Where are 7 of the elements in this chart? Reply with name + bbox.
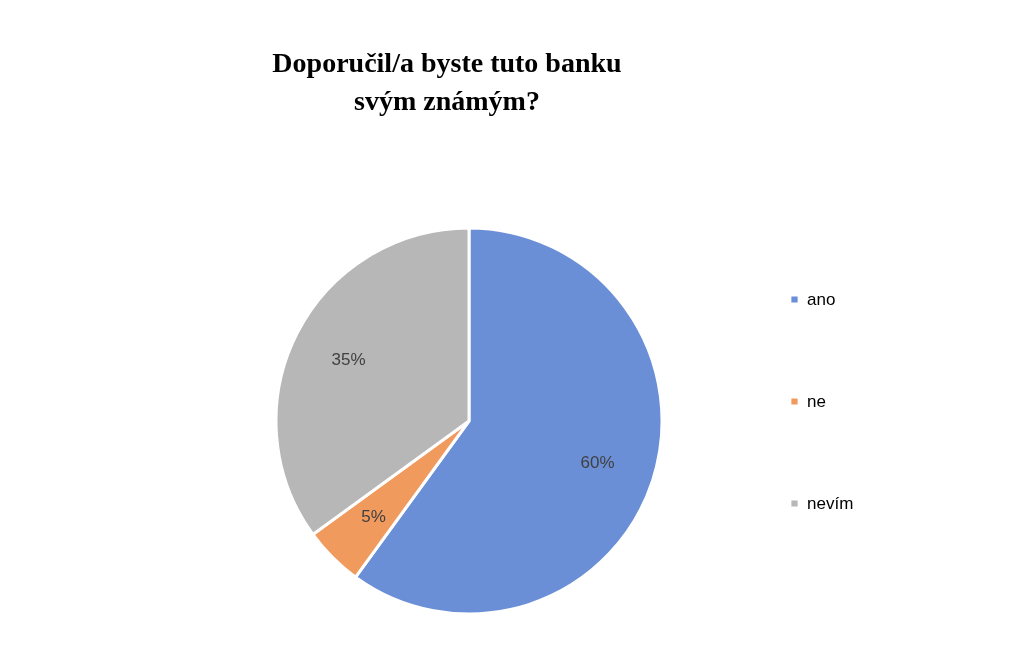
legend-label: ne	[807, 391, 826, 411]
data-label: 5%	[361, 506, 386, 526]
data-label: 60%	[580, 452, 615, 472]
legend-label: ano	[807, 289, 836, 309]
chart-title: Doporučil/a byste tuto banku svým známým?	[272, 47, 622, 116]
legend-label: nevím	[807, 493, 854, 513]
data-label: 35%	[331, 349, 366, 369]
